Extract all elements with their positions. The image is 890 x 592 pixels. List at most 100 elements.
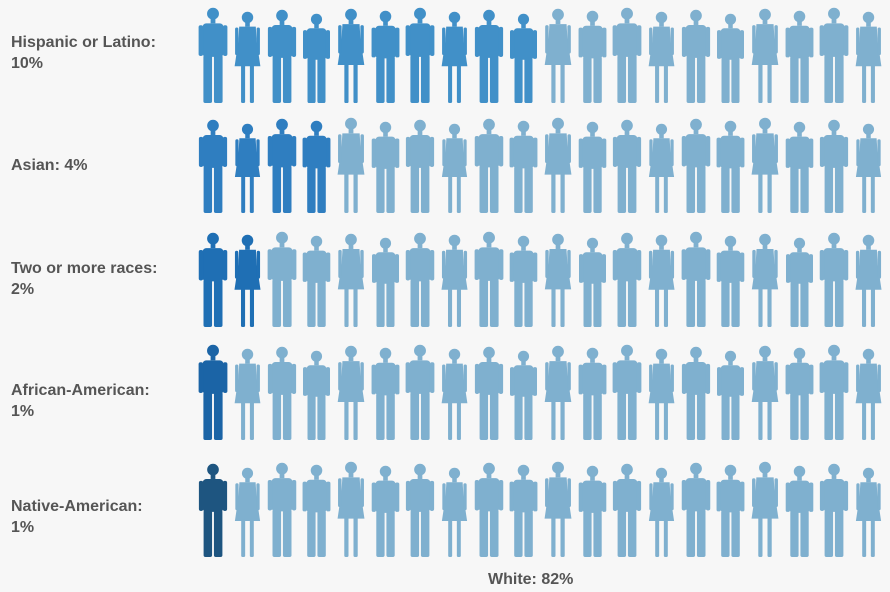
person-icon (717, 13, 744, 103)
person-icon (612, 344, 642, 440)
row-label-hispanic: Hispanic or Latino: 10% (11, 32, 156, 74)
figure-row (198, 231, 882, 327)
figure-row (198, 117, 882, 213)
row-label-two-or-more-line2: 2% (11, 281, 35, 298)
person-icon (510, 350, 537, 440)
person-icon-highlighted (441, 11, 468, 103)
person-icon (405, 119, 435, 213)
person-icon (648, 467, 675, 557)
person-icon (681, 9, 711, 103)
person-icon (371, 347, 400, 440)
person-icon (578, 121, 607, 213)
person-icon (474, 462, 504, 557)
person-icon (303, 350, 330, 440)
person-icon-highlighted (405, 7, 435, 103)
person-icon (544, 117, 572, 213)
person-icon-highlighted (234, 123, 261, 213)
person-icon-highlighted (234, 234, 261, 327)
person-icon (579, 237, 606, 327)
person-icon-highlighted (267, 9, 297, 103)
person-icon (648, 11, 675, 103)
person-icon (855, 123, 882, 213)
person-icon-highlighted (267, 118, 297, 213)
person-icon (302, 235, 331, 327)
person-icon (612, 463, 642, 557)
person-icon (405, 232, 435, 327)
person-icon-highlighted (371, 10, 400, 103)
person-icon (578, 347, 607, 440)
person-icon (612, 119, 642, 213)
person-icon-highlighted (303, 13, 330, 103)
person-icon (612, 232, 642, 327)
person-icon (234, 348, 261, 440)
person-icon (855, 348, 882, 440)
person-icon-highlighted (510, 13, 537, 103)
person-icon (819, 344, 849, 440)
person-icon (716, 235, 745, 327)
person-icon-highlighted (474, 9, 504, 103)
person-icon (648, 348, 675, 440)
person-icon-highlighted (234, 11, 261, 103)
person-icon (716, 120, 745, 213)
person-icon (405, 463, 435, 557)
person-icon (751, 8, 779, 103)
person-icon (648, 234, 675, 327)
person-icon (855, 234, 882, 327)
person-icon (786, 237, 813, 327)
row-label-hispanic-line1: Hispanic or Latino: (11, 34, 156, 51)
person-icon (819, 232, 849, 327)
person-icon-highlighted (198, 344, 228, 440)
person-icon (509, 120, 538, 213)
row-label-asian-line1: Asian: 4% (11, 157, 88, 174)
person-icon (819, 7, 849, 103)
person-icon (751, 345, 779, 440)
row-label-african-american-line2: 1% (11, 403, 35, 420)
person-icon (681, 346, 711, 440)
person-icon (544, 461, 572, 557)
row-label-hispanic-line2: 10% (11, 55, 44, 72)
row-label-two-or-more-line1: Two or more races: (11, 260, 158, 277)
person-icon-highlighted (302, 120, 331, 213)
person-icon (267, 462, 297, 557)
person-icon (337, 345, 365, 440)
person-icon (405, 344, 435, 440)
person-icon (474, 231, 504, 327)
person-icon (509, 235, 538, 327)
person-icon (474, 346, 504, 440)
person-icon (716, 464, 745, 557)
row-label-asian: Asian: 4% (11, 155, 87, 176)
person-icon-highlighted (198, 463, 228, 557)
figure-row (198, 344, 882, 440)
person-icon (267, 346, 297, 440)
person-icon (234, 467, 261, 557)
person-icon (819, 119, 849, 213)
person-icon-highlighted (198, 119, 228, 213)
person-icon (441, 123, 468, 213)
figure-row (198, 7, 882, 103)
row-label-african-american: African-American: 1% (11, 380, 150, 422)
person-icon (544, 8, 572, 103)
person-icon (751, 233, 779, 327)
person-icon (544, 233, 572, 327)
row-label-native-american-line2: 1% (11, 519, 35, 536)
person-icon (681, 462, 711, 557)
person-icon (785, 10, 814, 103)
row-label-native-american: Native-American: 1% (11, 496, 143, 538)
person-icon (855, 11, 882, 103)
person-icon (372, 237, 399, 327)
person-icon (785, 121, 814, 213)
person-icon (337, 461, 365, 557)
person-icon (751, 117, 779, 213)
person-icon (371, 121, 400, 213)
row-label-african-american-line1: African-American: (11, 382, 150, 399)
person-icon (648, 123, 675, 213)
person-icon-highlighted (337, 8, 365, 103)
person-icon (509, 464, 538, 557)
person-icon (578, 10, 607, 103)
person-icon (371, 465, 400, 557)
person-icon-highlighted (198, 7, 228, 103)
row-label-native-american-line1: Native-American: (11, 498, 143, 515)
person-icon (819, 463, 849, 557)
person-icon (751, 461, 779, 557)
